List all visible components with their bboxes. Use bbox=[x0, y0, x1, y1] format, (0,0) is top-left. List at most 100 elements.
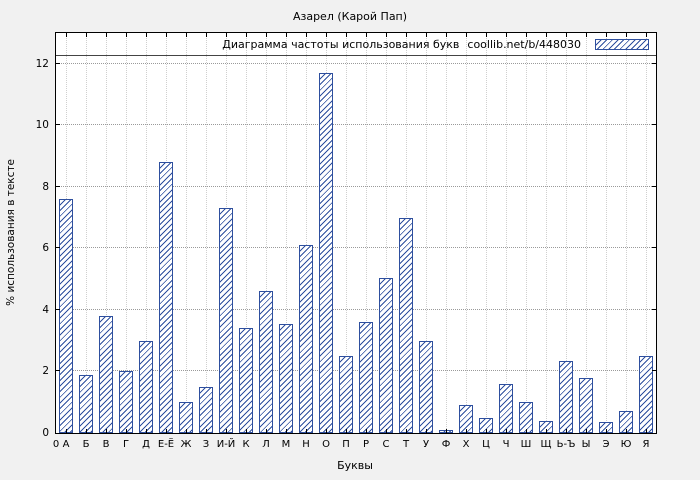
bar-Д bbox=[139, 340, 153, 433]
x-tick-mark bbox=[586, 33, 587, 37]
v-gridline bbox=[306, 33, 307, 433]
x-tick-mark bbox=[326, 429, 327, 433]
bar-К bbox=[239, 328, 253, 433]
x-tick-mark bbox=[266, 33, 267, 37]
x-tick-mark bbox=[626, 33, 627, 37]
x-tick-mark bbox=[426, 429, 427, 433]
v-gridline bbox=[586, 33, 587, 433]
bar-С bbox=[379, 277, 393, 433]
x-tick-label: Я bbox=[642, 439, 650, 450]
y-tick-mark bbox=[56, 62, 60, 64]
y-tick-mark bbox=[652, 247, 656, 249]
bar-У bbox=[419, 340, 433, 433]
bar-Р bbox=[359, 322, 373, 433]
x-tick-label: В bbox=[102, 439, 110, 450]
x-tick-mark bbox=[226, 429, 227, 433]
x-tick-mark bbox=[546, 33, 547, 37]
x-tick-mark bbox=[306, 429, 307, 433]
x-tick-label: Э bbox=[602, 439, 610, 450]
x-tick-mark bbox=[346, 33, 347, 37]
x-tick-mark bbox=[186, 429, 187, 433]
y-tick-mark bbox=[652, 308, 656, 310]
h-gridline bbox=[56, 247, 656, 249]
bar-А bbox=[59, 199, 73, 433]
x-tick-label: Т bbox=[402, 439, 410, 450]
plot-area: Диаграмма частоты использования букв coo… bbox=[36, 32, 657, 450]
x-tick-mark bbox=[66, 429, 67, 433]
y-tick-label: 8 bbox=[42, 180, 49, 193]
x-tick-mark bbox=[566, 429, 567, 433]
bar-Л bbox=[259, 291, 273, 433]
x-tick-mark bbox=[386, 33, 387, 37]
x-tick-mark bbox=[86, 33, 87, 37]
y-tick-label: 0 bbox=[42, 427, 49, 439]
x-tick-mark bbox=[326, 33, 327, 37]
x-tick-label: Ы bbox=[581, 439, 591, 450]
v-gridline bbox=[146, 33, 147, 433]
x-tick-mark bbox=[246, 429, 247, 433]
bar-З bbox=[199, 386, 213, 433]
y-tick-mark bbox=[652, 124, 656, 126]
x-tick-mark bbox=[526, 429, 527, 433]
v-gridline bbox=[206, 33, 207, 433]
v-gridline bbox=[546, 33, 547, 433]
x-tick-mark bbox=[146, 33, 147, 37]
y-tick-mark bbox=[56, 185, 60, 187]
x-tick-mark bbox=[86, 429, 87, 433]
v-gridline bbox=[486, 33, 487, 433]
x-tick-label: З bbox=[202, 439, 210, 450]
x-tick-mark bbox=[586, 429, 587, 433]
x-tick-mark bbox=[246, 33, 247, 37]
bar-Ц bbox=[479, 417, 493, 433]
y-tick-label: 12 bbox=[35, 57, 49, 70]
bar-О bbox=[319, 73, 333, 433]
x-tick-label: У bbox=[422, 439, 430, 450]
x-tick-mark bbox=[506, 33, 507, 37]
x-tick-mark bbox=[486, 429, 487, 433]
bar-Щ bbox=[539, 420, 553, 433]
h-gridline bbox=[56, 62, 656, 64]
x-tick-mark bbox=[126, 33, 127, 37]
x-tick-mark bbox=[266, 429, 267, 433]
x-tick-mark bbox=[286, 429, 287, 433]
x-tick-label: Н bbox=[302, 439, 310, 450]
x-tick-label: Ф bbox=[441, 439, 451, 450]
v-gridline bbox=[246, 33, 247, 433]
x-tick-mark bbox=[146, 429, 147, 433]
v-gridline bbox=[426, 33, 427, 433]
x-tick-mark bbox=[366, 429, 367, 433]
x-tick-mark bbox=[646, 429, 647, 433]
x-tick-mark bbox=[626, 429, 627, 433]
x-tick-label: М bbox=[281, 439, 291, 450]
x-tick-mark bbox=[466, 429, 467, 433]
chart-title: Азарел (Карой Пап) bbox=[292, 10, 408, 23]
y-tick-label: 10 bbox=[35, 119, 49, 132]
y-tick-mark bbox=[56, 308, 60, 310]
bar-Я bbox=[639, 356, 653, 433]
x-tick-mark bbox=[566, 33, 567, 37]
x-tick-mark bbox=[426, 33, 427, 37]
h-gridline bbox=[56, 370, 656, 372]
y-axis-title: % использования в тексте bbox=[5, 158, 17, 306]
v-gridline bbox=[566, 33, 567, 433]
x-tick-mark bbox=[366, 33, 367, 37]
bars bbox=[56, 33, 656, 433]
x-tick-mark bbox=[226, 33, 227, 37]
y-tick-label: 2 bbox=[42, 365, 49, 378]
x-tick-mark bbox=[546, 429, 547, 433]
x-tick-mark bbox=[386, 429, 387, 433]
x-tick-mark bbox=[526, 33, 527, 37]
bar-Н bbox=[299, 245, 313, 433]
x-tick-label: Ч bbox=[502, 439, 510, 450]
x-tick-label: А bbox=[62, 439, 70, 450]
x-tick-mark bbox=[106, 33, 107, 37]
bar-Г bbox=[119, 371, 133, 433]
x-tick-label: Л bbox=[262, 439, 270, 450]
x-tick-label: И-Й bbox=[216, 439, 236, 450]
x-tick-mark bbox=[206, 429, 207, 433]
bar-Е-Ё bbox=[159, 162, 173, 433]
y-tick-label: 6 bbox=[42, 242, 49, 255]
bar-В bbox=[99, 316, 113, 433]
x-tick-label: Х bbox=[462, 439, 470, 450]
